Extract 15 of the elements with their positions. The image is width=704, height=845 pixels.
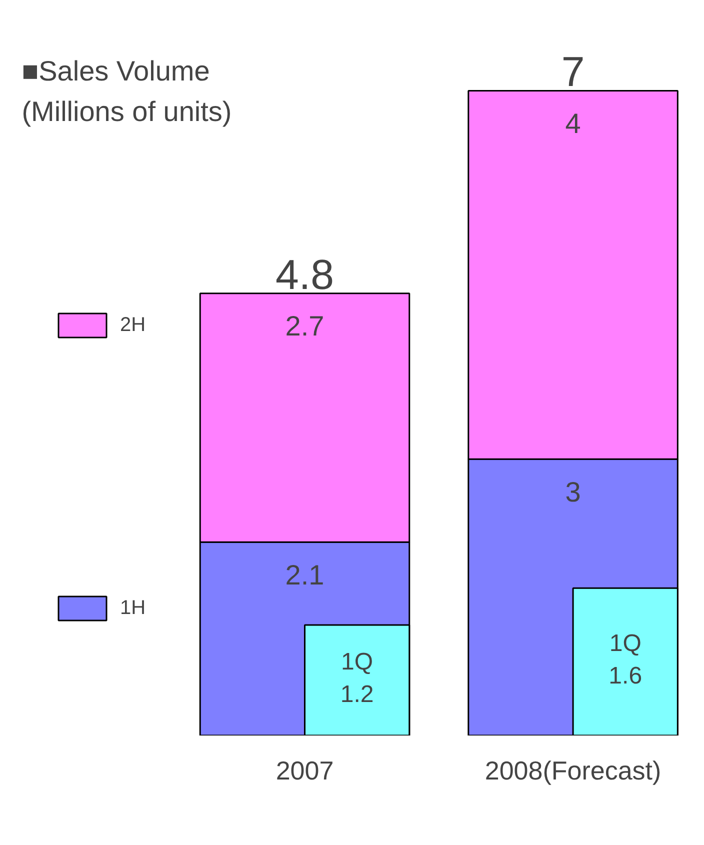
data-label: 1.6 xyxy=(608,662,642,690)
data-label: 3 xyxy=(565,476,581,508)
total-label: 7 xyxy=(561,48,585,96)
data-label: 1.2 xyxy=(340,680,374,708)
total-label: 4.8 xyxy=(276,250,334,298)
data-label: 4 xyxy=(565,108,581,139)
chart-title: ■Sales Volume (Millions of units) xyxy=(22,56,232,127)
data-label: 2.7 xyxy=(285,310,324,342)
data-label: 2.1 xyxy=(285,559,324,590)
x-tick-label: 2008(Forecast) xyxy=(484,756,662,786)
x-tick-label: 2007 xyxy=(276,756,334,786)
legend-label: 1H xyxy=(120,596,146,620)
series-label: 1Q xyxy=(341,648,374,676)
legend-label: 2H xyxy=(120,312,146,338)
text: 1Q xyxy=(609,630,642,658)
